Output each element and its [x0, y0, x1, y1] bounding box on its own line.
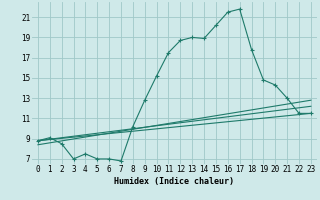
X-axis label: Humidex (Indice chaleur): Humidex (Indice chaleur): [115, 177, 234, 186]
